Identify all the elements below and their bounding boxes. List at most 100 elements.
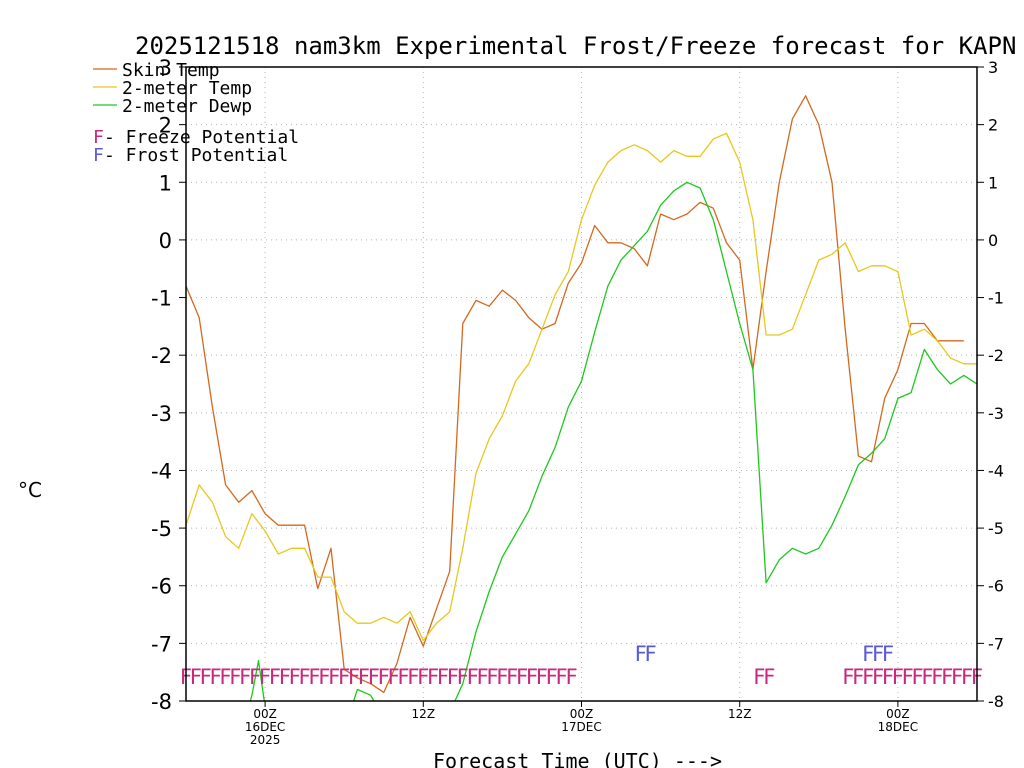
skin-temp-line xyxy=(186,95,964,694)
y-tick-label-right: -2 xyxy=(988,346,1004,365)
freeze-mark: F xyxy=(753,665,765,689)
freeze-mark: F xyxy=(358,665,370,689)
freeze-mark: F xyxy=(239,665,251,689)
x-tick-label: 18DEC xyxy=(878,720,918,734)
y-tick-label-left: -4 xyxy=(151,459,172,483)
freeze-mark: F xyxy=(220,665,232,689)
y-tick-label-right: -5 xyxy=(988,519,1004,538)
freeze-mark: F xyxy=(269,665,281,689)
y-tick-label-left: 2 xyxy=(159,114,172,138)
y-tick-label-left: 1 xyxy=(159,171,172,195)
freeze-mark: F xyxy=(516,665,528,689)
freeze-mark: F xyxy=(289,665,301,689)
freeze-mark: F xyxy=(862,665,874,689)
x-tick-label: 17DEC xyxy=(561,720,601,734)
freeze-mark: F xyxy=(388,665,400,689)
freeze-mark: F xyxy=(556,665,568,689)
frost-mark: F xyxy=(872,642,884,666)
freeze-mark: F xyxy=(407,665,419,689)
freeze-mark: F xyxy=(447,665,459,689)
freeze-mark: F xyxy=(566,665,578,689)
x-axis-label: Forecast Time (UTC) ---> xyxy=(433,749,722,768)
y-tick-label-left: 3 xyxy=(159,56,172,80)
x-tick-label: 00Z xyxy=(253,707,277,721)
legend-label-dewp: 2-meter Dewp xyxy=(122,96,252,117)
freeze-mark: F xyxy=(931,665,943,689)
freeze-mark: F xyxy=(486,665,498,689)
x-tick-label: 00Z xyxy=(570,707,594,721)
y-tick-label-left: -5 xyxy=(151,517,172,541)
legend-label-temp: 2-meter Temp xyxy=(122,78,252,99)
freeze-mark: F xyxy=(961,665,973,689)
y-tick-label-right: -8 xyxy=(988,692,1004,711)
freeze-mark: F xyxy=(842,665,854,689)
y-tick-label-right: -4 xyxy=(988,461,1004,480)
y-tick-label-left: -6 xyxy=(151,575,172,599)
freeze-mark: F xyxy=(922,665,934,689)
freeze-mark: F xyxy=(308,665,320,689)
freeze-mark: F xyxy=(882,665,894,689)
freeze-mark: F xyxy=(496,665,508,689)
freeze-mark: F xyxy=(457,665,469,689)
freeze-mark: F xyxy=(526,665,538,689)
y-tick-label-right: -7 xyxy=(988,634,1004,653)
freeze-mark: F xyxy=(368,665,380,689)
grid-lines xyxy=(186,67,977,701)
frost-mark: F xyxy=(635,642,647,666)
freeze-mark: F xyxy=(941,665,953,689)
frost-mark: F xyxy=(882,642,894,666)
freeze-mark: F xyxy=(279,665,291,689)
freeze-mark: F xyxy=(437,665,449,689)
x-tick-label: 2025 xyxy=(250,733,281,747)
freeze-mark: F xyxy=(852,665,864,689)
legend-frost-text: - Frost Potential xyxy=(104,145,288,166)
axis-ticks: -8 -8 -7 -7 -6 -6 -5 -5 -4 -4 -3 -3 -2 -2 -1 -1 0 0 1 1 2 2 3 3… xyxy=(151,56,1004,747)
legend-frost-letter: F xyxy=(93,145,104,166)
x-tick-label: 12Z xyxy=(412,707,436,721)
chart-title: 2025121518 nam3km Experimental Frost/Fre… xyxy=(135,32,1016,60)
freeze-mark: F xyxy=(763,665,775,689)
y-tick-label-right: 1 xyxy=(988,173,998,192)
freeze-frost-marks: FFFFFFFFFFFFFFFFFFFFFFFFFFFFFFFFFFFFFFFF… xyxy=(180,642,983,689)
legend-label-skin: Skin Temp xyxy=(122,60,220,81)
freeze-mark: F xyxy=(338,665,350,689)
freeze-mark: F xyxy=(348,665,360,689)
freeze-mark: F xyxy=(229,665,241,689)
y-tick-label-left: -7 xyxy=(151,632,172,656)
freeze-mark: F xyxy=(892,665,904,689)
freeze-mark: F xyxy=(506,665,518,689)
freeze-mark: F xyxy=(427,665,439,689)
freeze-mark: F xyxy=(417,665,429,689)
x-tick-label: 12Z xyxy=(728,707,752,721)
freeze-mark: F xyxy=(190,665,202,689)
freeze-mark: F xyxy=(912,665,924,689)
y-tick-label-left: 0 xyxy=(159,229,172,253)
y-tick-label-right: 2 xyxy=(988,116,998,135)
freeze-mark: F xyxy=(378,665,390,689)
y-axis-label: °C xyxy=(18,478,42,502)
freeze-mark: F xyxy=(328,665,340,689)
y-tick-label-left: -3 xyxy=(151,402,172,426)
freeze-mark: F xyxy=(467,665,479,689)
freeze-mark: F xyxy=(902,665,914,689)
y-tick-label-right: -1 xyxy=(988,289,1004,308)
freeze-mark: F xyxy=(477,665,489,689)
freeze-mark: F xyxy=(318,665,330,689)
2-meter-dewp-line xyxy=(249,181,977,701)
freeze-mark: F xyxy=(872,665,884,689)
y-tick-label-right: 0 xyxy=(988,231,998,250)
freeze-mark: F xyxy=(546,665,558,689)
freeze-mark: F xyxy=(200,665,212,689)
freeze-mark: F xyxy=(259,665,271,689)
freeze-mark: F xyxy=(299,665,311,689)
frost-mark: F xyxy=(645,642,657,666)
freeze-mark: F xyxy=(249,665,261,689)
series-lines xyxy=(186,95,977,701)
y-tick-label-right: -3 xyxy=(988,404,1004,423)
y-tick-label-left: -2 xyxy=(151,344,172,368)
y-tick-label-right: 3 xyxy=(988,58,998,77)
y-tick-label-left: -8 xyxy=(151,690,172,714)
legend-freeze-text: - Freeze Potential xyxy=(104,127,299,148)
